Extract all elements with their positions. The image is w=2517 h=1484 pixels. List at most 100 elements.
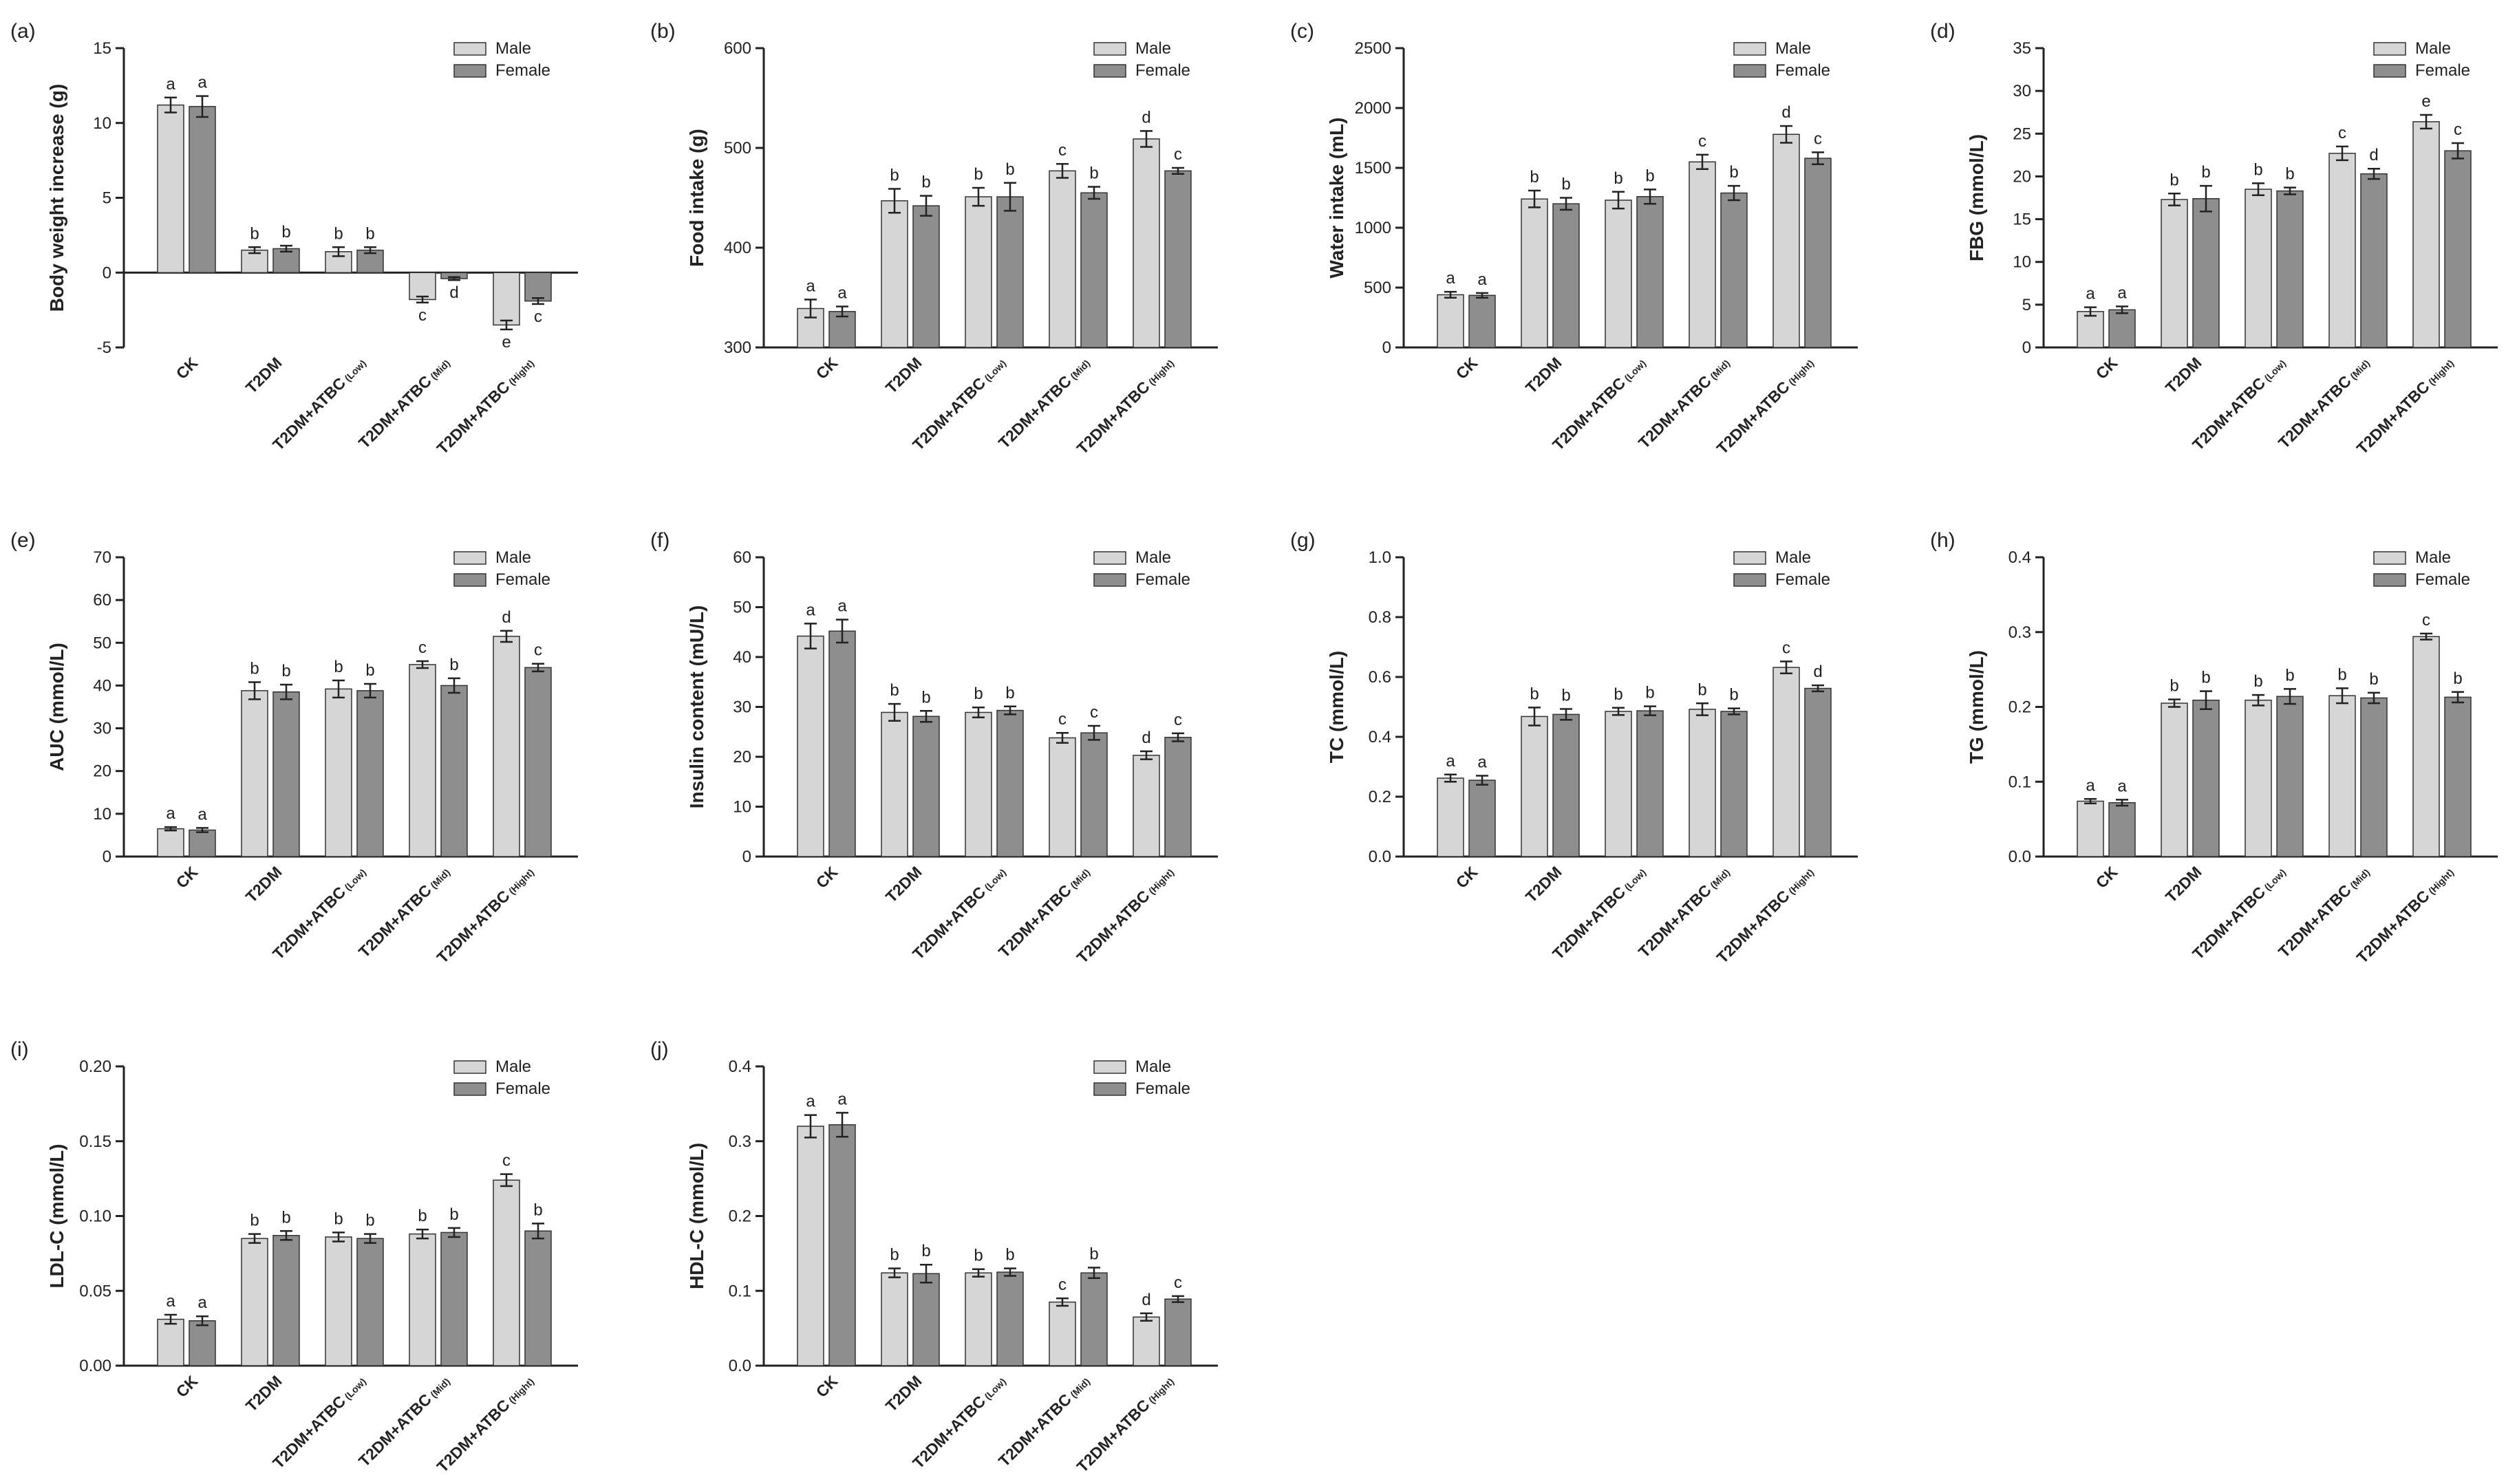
significance-letter: b — [2253, 672, 2262, 691]
x-category-main: T2DM+ATBC — [1713, 378, 1793, 458]
y-axis-label: Insulin content (mU/L) — [686, 605, 707, 809]
bar-male-2 — [1605, 200, 1632, 348]
x-category-main: T2DM — [2162, 354, 2205, 397]
y-tick-label: 15 — [2013, 211, 2031, 229]
y-tick-label: 20 — [2013, 167, 2031, 186]
legend-label-female: Female — [1775, 61, 1830, 80]
y-tick-label: 0 — [103, 264, 111, 282]
x-category-label: T2DM — [2162, 863, 2205, 906]
x-category-label: T2DM+ATBC(Hight) — [1073, 863, 1177, 967]
y-tick-label: 0.0 — [729, 1357, 751, 1375]
legend-swatch-male — [2373, 42, 2406, 56]
significance-letter: a — [806, 1093, 815, 1111]
bar-male-0 — [157, 1318, 184, 1366]
significance-letter: b — [334, 1209, 343, 1228]
significance-letter: a — [166, 1292, 175, 1311]
legend-swatch-female — [453, 64, 486, 78]
x-category-main: T2DM+ATBC — [1073, 887, 1153, 967]
x-category-sub: (Mid) — [2348, 358, 2372, 382]
bar-female-4 — [524, 1230, 552, 1366]
significance-letter: b — [2285, 666, 2294, 685]
significance-letter: c — [1090, 703, 1098, 722]
significance-letter: d — [502, 608, 511, 627]
x-category-sub: (Mid) — [1708, 867, 1732, 891]
x-category-label: T2DM+ATBC(Hight) — [2353, 354, 2457, 458]
significance-letter: b — [365, 1212, 374, 1230]
y-tick-label: 0.1 — [729, 1282, 751, 1300]
x-category-sub: (Low) — [982, 867, 1008, 893]
x-category-label: T2DM+ATBC(Hight) — [433, 354, 537, 458]
y-axis-label: Water intake (mL) — [1326, 118, 1347, 279]
bar-male-1 — [2161, 702, 2188, 857]
bar-female-4 — [1804, 687, 1832, 857]
significance-letter: c — [1058, 1276, 1067, 1294]
bar-male-4 — [1133, 755, 1160, 857]
chart-panel-h: (h) TG (mmol/L) 0.0 0.1 0.2 0.3 0.4 Male Female a… — [1930, 529, 2498, 967]
y-tick-label: 0.4 — [1369, 728, 1391, 746]
bar-male-1 — [881, 200, 908, 348]
chart-panel-c: (c) Water intake (mL) 0 500 1000 1500 2000 2500… — [1290, 20, 1858, 458]
x-category-label: T2DM+ATBC(Hight) — [1073, 1372, 1177, 1476]
x-category-label: T2DM+ATBC(Mid) — [355, 1372, 453, 1470]
bar-female-3 — [2360, 697, 2388, 857]
panel-label: (f) — [650, 529, 670, 552]
y-tick-label: 0.8 — [1369, 608, 1391, 627]
x-category-sub: (Low) — [982, 1376, 1008, 1402]
y-tick-label: 0.10 — [79, 1207, 111, 1226]
significance-letter: c — [534, 308, 542, 326]
x-category-sub: (Hight) — [1146, 1376, 1176, 1406]
x-category-label: T2DM+ATBC(Hight) — [433, 1372, 537, 1476]
significance-letter: b — [1005, 160, 1014, 179]
bar-male-3 — [2328, 153, 2356, 348]
bar-male-2 — [965, 711, 992, 857]
y-tick-label: 600 — [724, 39, 751, 58]
panel-label: (c) — [1290, 20, 1314, 43]
significance-letter: b — [2337, 665, 2346, 684]
bar-female-0 — [189, 106, 216, 273]
x-category-main: T2DM+ATBC — [909, 883, 989, 963]
bar-female-1 — [272, 1235, 300, 1366]
significance-letter: b — [974, 1247, 983, 1265]
bar-male-1 — [241, 690, 268, 857]
x-category-main: CK — [173, 1372, 202, 1401]
y-tick-label: 70 — [93, 548, 111, 567]
significance-letter: a — [837, 284, 847, 303]
y-tick-label: 0 — [2022, 338, 2031, 357]
significance-letter: b — [1645, 166, 1654, 185]
x-category-main: T2DM+ATBC — [433, 1396, 513, 1476]
significance-letter: c — [502, 1152, 511, 1170]
bar-female-4 — [2444, 150, 2472, 348]
y-tick-label: 60 — [733, 548, 751, 567]
x-category-main: CK — [173, 354, 202, 383]
y-tick-label: 400 — [724, 239, 751, 257]
significance-letter: c — [2454, 120, 2462, 139]
bar-female-3 — [440, 685, 468, 857]
bar-female-3 — [440, 1232, 468, 1366]
panel-label: (d) — [1930, 20, 1956, 43]
x-category-main: CK — [2092, 354, 2121, 383]
significance-letter: c — [418, 638, 427, 657]
x-category-label: CK — [173, 863, 202, 892]
y-tick-label: 50 — [93, 634, 111, 652]
bar-male-0 — [797, 635, 824, 857]
x-category-sub: (Hight) — [506, 867, 536, 896]
panel-label: (h) — [1930, 529, 1956, 552]
significance-letter: b — [890, 681, 899, 700]
bar-male-2 — [1605, 711, 1632, 857]
significance-letter: b — [974, 685, 983, 703]
x-category-label: CK — [1453, 354, 1481, 383]
x-category-label: CK — [1453, 863, 1481, 892]
x-category-sub: (Low) — [982, 358, 1008, 384]
x-category-main: CK — [813, 1372, 842, 1401]
x-category-main: T2DM+ATBC — [355, 372, 435, 452]
x-category-label: T2DM — [242, 354, 286, 397]
legend-swatch-male — [1733, 42, 1766, 56]
y-axis-label: HDL-C (mmol/L) — [686, 1143, 707, 1289]
legend-swatch-female — [1093, 573, 1126, 587]
x-category-label: T2DM+ATBC(Mid) — [995, 354, 1093, 452]
x-category-main: T2DM+ATBC — [1635, 881, 1715, 961]
x-category-label: T2DM — [1522, 863, 1565, 906]
significance-letter: e — [502, 333, 511, 352]
x-category-main: T2DM+ATBC — [995, 881, 1075, 961]
bar-male-1 — [881, 711, 908, 857]
